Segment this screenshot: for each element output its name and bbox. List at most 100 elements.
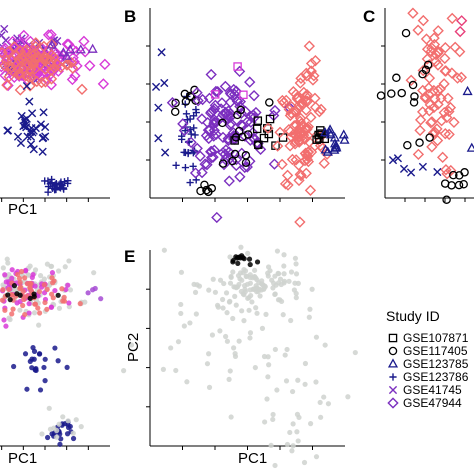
data-point — [269, 104, 281, 117]
data-point — [14, 300, 20, 306]
data-point — [228, 274, 234, 281]
data-point — [39, 431, 45, 437]
data-point — [6, 315, 12, 321]
data-point — [432, 59, 444, 71]
data-point — [41, 177, 49, 185]
data-point — [281, 280, 287, 286]
data-point — [128, 342, 135, 348]
data-point — [194, 150, 206, 162]
data-point — [97, 78, 110, 90]
data-point — [272, 291, 278, 297]
data-point — [34, 59, 46, 71]
data-point — [49, 275, 55, 281]
legend-marker-plus — [389, 373, 397, 381]
data-point — [29, 40, 42, 53]
data-point — [45, 64, 58, 77]
data-point — [299, 154, 311, 167]
panel-letter: B — [124, 7, 136, 26]
data-point — [317, 399, 323, 406]
data-point — [33, 367, 39, 374]
data-point — [69, 70, 81, 82]
data-point — [261, 353, 268, 360]
data-point — [27, 49, 39, 61]
data-point — [18, 268, 25, 275]
points — [0, 256, 104, 447]
data-point — [173, 367, 179, 374]
data-point — [77, 301, 83, 307]
legend-item: GSE123786 — [389, 370, 469, 384]
data-point — [208, 118, 220, 130]
axes — [146, 250, 345, 450]
legend-marker-square — [388, 333, 398, 343]
data-point — [25, 97, 34, 106]
data-point — [187, 92, 196, 102]
data-point — [283, 378, 290, 384]
data-point — [227, 280, 234, 286]
legend-item: GSE41745 — [388, 383, 462, 397]
data-point — [208, 114, 220, 126]
data-point — [230, 129, 242, 142]
data-point — [39, 63, 51, 75]
data-point — [55, 292, 61, 298]
panel-d: PC1 — [0, 256, 110, 467]
x-axis-label: PC1 — [238, 450, 267, 467]
data-point — [305, 111, 317, 124]
data-point — [265, 270, 271, 276]
data-point — [78, 424, 84, 430]
data-point — [277, 97, 290, 109]
data-point — [266, 362, 272, 368]
data-point — [48, 263, 55, 269]
data-point — [57, 178, 65, 186]
data-point — [305, 65, 317, 77]
data-point — [23, 59, 35, 71]
legend-label: GSE47944 — [403, 396, 462, 410]
data-point — [443, 128, 455, 141]
data-point — [235, 260, 241, 266]
data-point — [20, 288, 26, 294]
data-point — [59, 286, 65, 292]
data-point — [236, 281, 242, 288]
data-point — [39, 50, 51, 63]
data-point — [0, 46, 8, 59]
legend-label: GSE41745 — [403, 383, 462, 397]
data-point — [298, 132, 311, 145]
data-point — [399, 164, 409, 173]
legend: Study ID GSE107871GSE117405GSE123785GSE1… — [386, 308, 469, 410]
data-point — [61, 50, 72, 60]
data-point — [228, 156, 237, 166]
data-point — [192, 95, 204, 107]
data-point — [26, 301, 32, 307]
data-point — [39, 108, 48, 117]
data-point — [64, 179, 72, 188]
data-point — [25, 272, 32, 278]
data-point — [209, 332, 216, 338]
data-point — [262, 122, 274, 134]
data-point — [89, 287, 96, 293]
data-point — [270, 411, 276, 418]
data-point — [211, 211, 223, 224]
data-point — [203, 132, 215, 145]
data-point — [22, 81, 31, 91]
data-point — [233, 302, 239, 308]
data-point — [62, 264, 68, 270]
data-point — [442, 195, 451, 204]
data-point — [240, 255, 246, 261]
data-point — [3, 279, 9, 285]
data-point — [14, 291, 20, 297]
data-point — [265, 114, 275, 124]
data-point — [425, 117, 437, 129]
data-point — [329, 144, 340, 154]
legend-item: GSE123785 — [387, 357, 469, 371]
data-point — [9, 267, 15, 273]
data-point — [230, 85, 242, 97]
data-point — [454, 45, 466, 58]
data-point — [56, 421, 62, 427]
data-point — [29, 356, 35, 362]
data-point — [196, 186, 205, 196]
data-point — [11, 363, 17, 370]
data-point — [431, 123, 443, 135]
data-point — [304, 184, 317, 197]
data-point — [338, 129, 349, 139]
data-point — [436, 151, 449, 164]
